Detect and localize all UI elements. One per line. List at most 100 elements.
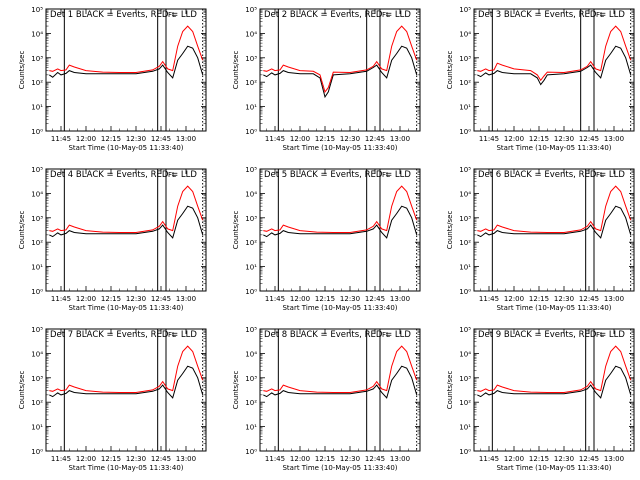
plot-frame	[473, 8, 635, 132]
x-tick-label: 12:30	[554, 135, 574, 143]
series-events-black	[49, 205, 204, 239]
x-tick-label: 12:00	[290, 295, 310, 303]
panel-det-3: Det 3 BLACK = Events, RED = LLD 10⁰ 10¹ 10²…	[446, 6, 635, 152]
x-tick-label: 12:15	[529, 135, 549, 143]
x-tick-label: 11:45	[51, 295, 71, 303]
y-tick-label: 10⁵	[31, 6, 43, 14]
x-tick-label: 12:45	[365, 455, 385, 463]
y-tick-label: 10³	[245, 215, 257, 223]
x-axis-label: Start Time (10-May-05 11:33:40)	[496, 464, 611, 472]
plot-frame	[259, 8, 421, 132]
y-tick-label: 10⁵	[459, 6, 471, 14]
y-tick-label: 10⁴	[31, 350, 43, 358]
y-tick-label: 10²	[459, 399, 471, 407]
x-tick-label: 12:45	[365, 295, 385, 303]
y-tick-label: 10³	[31, 375, 43, 383]
y-axis-label: Counts/sec	[446, 371, 454, 410]
y-axis-label: Counts/sec	[446, 51, 454, 90]
x-tick-label: 12:15	[315, 135, 335, 143]
y-tick-label: 10⁰	[31, 128, 43, 136]
y-tick-label: 10²	[459, 79, 471, 87]
y-tick-label: 10⁴	[245, 30, 257, 38]
x-tick-label: 13:00	[390, 295, 410, 303]
flare-label: FL	[382, 171, 390, 179]
y-tick-label: 10¹	[459, 264, 471, 272]
x-tick-label: 12:45	[151, 455, 171, 463]
series-events-black	[263, 365, 418, 399]
x-tick-label: 12:45	[365, 135, 385, 143]
x-tick-label: 12:30	[340, 135, 360, 143]
y-tick-label: 10²	[245, 399, 257, 407]
series-events-black	[263, 205, 418, 239]
flare-label: FL	[596, 171, 604, 179]
y-axis-label: Counts/sec	[18, 211, 26, 250]
panel-title: Det 5 BLACK = Events, RED = LLD	[264, 170, 411, 180]
y-axis-label: Counts/sec	[18, 51, 26, 90]
plot-frame	[473, 168, 635, 292]
x-tick-label: 11:45	[265, 455, 285, 463]
x-tick-label: 12:30	[340, 455, 360, 463]
x-tick-label: 11:45	[51, 135, 71, 143]
x-tick-label: 13:00	[176, 295, 196, 303]
y-tick-label: 10¹	[31, 104, 43, 112]
y-tick-label: 10⁰	[245, 128, 257, 136]
x-tick-label: 11:45	[479, 295, 499, 303]
y-tick-label: 10¹	[31, 264, 43, 272]
y-tick-label: 10¹	[459, 424, 471, 432]
series-events-black	[49, 45, 204, 79]
y-tick-label: 10²	[31, 79, 43, 87]
y-tick-label: 10⁰	[245, 448, 257, 456]
y-tick-label: 10³	[31, 55, 43, 63]
x-tick-label: 12:45	[579, 455, 599, 463]
series-lld-red	[49, 345, 204, 393]
x-tick-label: 12:00	[290, 135, 310, 143]
y-tick-label: 10¹	[31, 424, 43, 432]
y-tick-label: 10¹	[459, 104, 471, 112]
x-tick-label: 12:30	[340, 295, 360, 303]
y-axis-label: Counts/sec	[232, 371, 240, 410]
y-axis-label: Counts/sec	[232, 51, 240, 90]
y-tick-label: 10³	[459, 375, 471, 383]
x-tick-label: 13:00	[604, 295, 624, 303]
x-tick-label: 12:30	[126, 455, 146, 463]
y-axis-label: Counts/sec	[232, 211, 240, 250]
plot-frame	[45, 8, 207, 132]
x-axis-label: Start Time (10-May-05 11:33:40)	[496, 304, 611, 312]
panel-title: Det 6 BLACK = Events, RED = LLD	[478, 170, 625, 180]
series-events-black	[477, 45, 632, 86]
x-tick-label: 12:15	[101, 135, 121, 143]
x-tick-label: 13:00	[176, 455, 196, 463]
flare-label: FL	[168, 171, 176, 179]
series-events-black	[263, 45, 418, 99]
x-tick-label: 13:00	[604, 455, 624, 463]
series-lld-red	[263, 345, 418, 393]
panel-det-6: Det 6 BLACK = Events, RED = LLD 10⁰ 10¹ 10²…	[446, 166, 635, 312]
x-tick-label: 11:45	[479, 455, 499, 463]
series-events-black	[477, 365, 632, 399]
y-tick-label: 10⁴	[245, 350, 257, 358]
x-tick-label: 11:45	[51, 455, 71, 463]
y-tick-label: 10⁰	[31, 288, 43, 296]
y-tick-label: 10²	[245, 79, 257, 87]
x-tick-label: 13:00	[604, 135, 624, 143]
y-tick-label: 10⁰	[459, 288, 471, 296]
x-tick-label: 12:00	[76, 455, 96, 463]
series-lld-red	[49, 185, 204, 233]
y-tick-label: 10³	[31, 215, 43, 223]
panel-det-7: Det 7 BLACK = Events, RED = LLD 10⁰ 10¹ 10²…	[18, 326, 207, 472]
panel-title: Det 1 BLACK = Events, RED = LLD	[50, 10, 197, 20]
plot-frame	[45, 328, 207, 452]
x-tick-label: 12:30	[126, 295, 146, 303]
panel-det-2: Det 2 BLACK = Events, RED = LLD 10⁰ 10¹ 10²…	[232, 6, 421, 152]
flare-label: FL	[382, 11, 390, 19]
panel-det-5: Det 5 BLACK = Events, RED = LLD 10⁰ 10¹ 10²…	[232, 166, 421, 312]
y-tick-label: 10⁴	[31, 190, 43, 198]
x-tick-label: 12:30	[126, 135, 146, 143]
y-tick-label: 10⁰	[459, 448, 471, 456]
x-tick-label: 12:45	[579, 295, 599, 303]
x-tick-label: 12:00	[290, 455, 310, 463]
flare-label: FL	[596, 331, 604, 339]
y-tick-label: 10¹	[245, 104, 257, 112]
plot-frame	[259, 168, 421, 292]
x-tick-label: 12:15	[101, 455, 121, 463]
